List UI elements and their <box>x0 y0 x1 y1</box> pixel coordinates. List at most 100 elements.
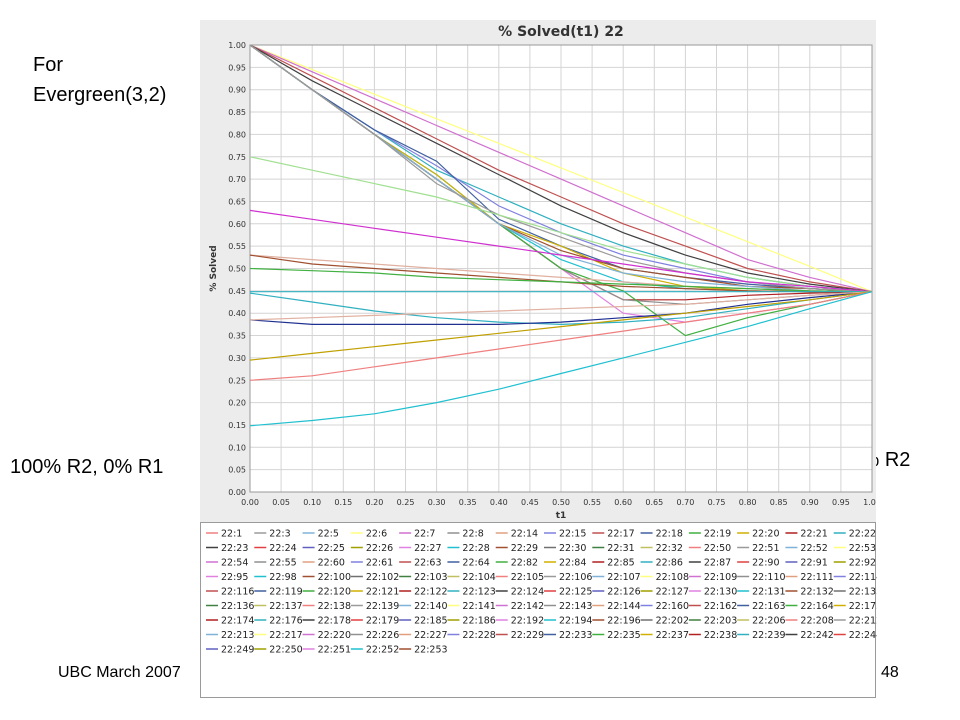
x-tick-label: 0.10 <box>303 498 321 507</box>
series-line <box>249 267 873 293</box>
series-line <box>249 44 873 293</box>
y-tick-label: 0.70 <box>228 175 246 184</box>
x-tick-label: 0.95 <box>832 498 850 507</box>
legend-entry-label: 22:91 <box>800 558 827 569</box>
legend-entry-label: 22:142 <box>511 601 544 612</box>
y-tick-label: 0.60 <box>228 220 246 229</box>
series-line <box>249 291 873 325</box>
series-line <box>249 44 873 293</box>
y-tick-label: 0.50 <box>228 265 246 274</box>
legend-entry-label: 22:8 <box>462 529 483 540</box>
legend-entry-label: 22:239 <box>752 630 785 641</box>
legend-entry-label: 22:30 <box>559 543 586 554</box>
x-tick-label: 0.85 <box>770 498 788 507</box>
y-tick-label: 0.75 <box>228 153 246 162</box>
legend-entry-label: 22:127 <box>656 587 689 598</box>
footer-text: UBC March 2007 <box>58 664 181 681</box>
series-line <box>249 209 873 293</box>
x-tick-label: 0.60 <box>614 498 632 507</box>
legend-entry-label: 22:116 <box>221 587 254 598</box>
legend-entry-label: 22:196 <box>607 616 640 627</box>
y-tick-label: 0.95 <box>228 63 246 72</box>
legend-entry-label: 22:61 <box>366 558 393 569</box>
series-line <box>249 291 873 427</box>
legend-entry-label: 22:125 <box>559 587 592 598</box>
legend-entry-label: 22:25 <box>318 543 345 554</box>
y-tick-label: 0.80 <box>228 130 246 139</box>
legend-entry-label: 22:186 <box>462 616 495 627</box>
chart-panel: % Solved(t1) 22 0.00 0.05 0.10 0.15 0.20 0.25 0… <box>200 20 876 522</box>
x-tick-label: 0.55 <box>583 498 601 507</box>
legend-entry-label: 22:250 <box>269 645 302 656</box>
legend-entry-label: 22:126 <box>607 587 640 598</box>
legend-entry-label: 22:138 <box>318 601 351 612</box>
x-tick-label: 0.15 <box>334 498 352 507</box>
legend-entry-label: 22:178 <box>318 616 351 627</box>
legend-entry-label: 22:95 <box>221 572 248 583</box>
y-tick-label: 0.65 <box>228 197 246 206</box>
legend-entry-label: 22:141 <box>462 601 495 612</box>
x-tick-label: 0.75 <box>708 498 726 507</box>
series-line <box>249 44 873 293</box>
x-tick-label: 0.70 <box>676 498 694 507</box>
legend-entry-label: 22:31 <box>607 543 634 554</box>
legend-entry-label: 22:176 <box>269 616 302 627</box>
legend-entry-label: 22:233 <box>559 630 592 641</box>
legend-entry-label: 22:18 <box>656 529 683 540</box>
legend-entry-label: 22:226 <box>366 630 399 641</box>
legend-entry-label: 22:87 <box>704 558 731 569</box>
legend-entry-label: 22:253 <box>414 645 447 656</box>
y-axis-label: % Solved <box>209 245 219 291</box>
legend-entry-label: 22:15 <box>559 529 586 540</box>
legend-entry-label: 22:52 <box>800 543 827 554</box>
y-tick-label: 0.30 <box>228 354 246 363</box>
legend-entry-label: 22:29 <box>511 543 538 554</box>
legend-entry-label: 22:143 <box>559 601 592 612</box>
legend-entry-label: 22:162 <box>704 601 737 612</box>
legend-entry-label: 22:185 <box>414 616 447 627</box>
legend-entry-label: 22:164 <box>800 601 833 612</box>
legend-entry-label: 22:133 <box>849 587 877 598</box>
legend-entry-label: 22:85 <box>607 558 634 569</box>
legend-entry-label: 22:5 <box>318 529 339 540</box>
legend-entry-label: 22:237 <box>656 630 689 641</box>
legend-entry-label: 22:17 <box>607 529 634 540</box>
legend-entry-label: 22:217 <box>269 630 302 641</box>
legend-entry-label: 22:107 <box>607 572 640 583</box>
y-tick-label: 0.35 <box>228 332 246 341</box>
x-tick-label: 0.50 <box>552 498 570 507</box>
legend-entry-label: 22:53 <box>849 543 876 554</box>
y-tick-label: 0.90 <box>228 86 246 95</box>
legend-entry-label: 22:144 <box>607 601 640 612</box>
legend-entry-label: 22:208 <box>800 616 833 627</box>
x-tick-label: 0.20 <box>365 498 383 507</box>
legend-entry-label: 22:23 <box>221 543 248 554</box>
legend-entry-label: 22:55 <box>269 558 296 569</box>
legend-entry-label: 22:100 <box>318 572 351 583</box>
legend-entry-label: 22:121 <box>366 587 399 598</box>
chart-legend: 22:1 22:3 22:5 22:6 22:7 22:8 22:14 22:15 22:17 2… <box>200 522 877 698</box>
series-line <box>249 44 873 293</box>
legend-entry-label: 22:111 <box>800 572 833 583</box>
legend-entry-label: 22:213 <box>221 630 254 641</box>
legend-entry-label: 22:90 <box>752 558 779 569</box>
legend-entry-label: 22:203 <box>704 616 737 627</box>
legend-entry-label: 22:119 <box>269 587 302 598</box>
legend-entry-label: 22:3 <box>269 529 290 540</box>
legend-entry-label: 22:102 <box>366 572 399 583</box>
y-tick-label: 0.15 <box>228 421 246 430</box>
legend-entry-label: 22:26 <box>366 543 393 554</box>
chart-title: % Solved(t1) 22 <box>498 24 624 40</box>
legend-entry-label: 22:173 <box>849 601 877 612</box>
legend-entry-label: 22:252 <box>366 645 399 656</box>
legend-entry-label: 22:64 <box>462 558 489 569</box>
legend-entry-label: 22:92 <box>849 558 876 569</box>
legend-entry-label: 22:123 <box>462 587 495 598</box>
legend-entry-label: 22:32 <box>656 543 683 554</box>
legend-entry-label: 22:192 <box>511 616 544 627</box>
legend-entry-label: 22:104 <box>462 572 495 583</box>
x-tick-label: 0.80 <box>739 498 757 507</box>
series-line <box>249 291 873 326</box>
series-line <box>249 291 873 361</box>
legend-entry-label: 22:130 <box>704 587 737 598</box>
